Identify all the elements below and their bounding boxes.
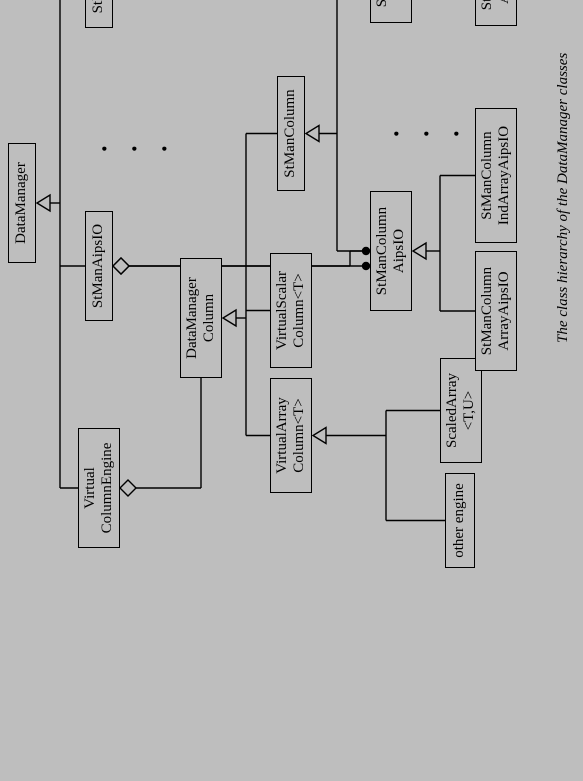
node-StManColumnArrayKarma: StManColumn ArrayKarma: [475, 0, 517, 26]
node-DataManagerColumn: DataManager Column: [180, 258, 222, 378]
node-StManColumnIndArrayAipsIO: StManColumn IndArrayAipsIO: [475, 108, 517, 243]
caption: The class hierarchy of the DataManager c…: [555, 53, 572, 343]
node-StManKarma: StManKarma: [85, 0, 113, 28]
node-StManColumnArrayAipsIO: StManColumn ArrayAipsIO: [475, 251, 517, 371]
node-DataManager: DataManager: [8, 143, 36, 263]
node-VirtualScalarColumn: VirtualScalar Column<T>: [270, 253, 312, 368]
node-ScaledArray: ScaledArray <T,U>: [440, 358, 482, 463]
node-StManColumnAipsIO: StManColumn AipsIO: [370, 191, 412, 311]
node-VirtualColumnEngine: Virtual ColumnEngine: [78, 428, 120, 548]
diagram-canvas: DataManager Virtual ColumnEngine StManAips…: [0, 0, 583, 583]
ellipsis-1: · · ·: [382, 123, 472, 138]
node-StManColumnKarma: StManColumn Karma: [370, 0, 412, 23]
node-VirtualArrayColumn: VirtualArray Column<T>: [270, 378, 312, 493]
node-StManAipsIO: StManAipsIO: [85, 211, 113, 321]
ellipsis-0: · · ·: [90, 138, 180, 153]
node-StManColumn: StManColumn: [277, 76, 305, 191]
node-other_engine: other engine: [445, 473, 475, 568]
